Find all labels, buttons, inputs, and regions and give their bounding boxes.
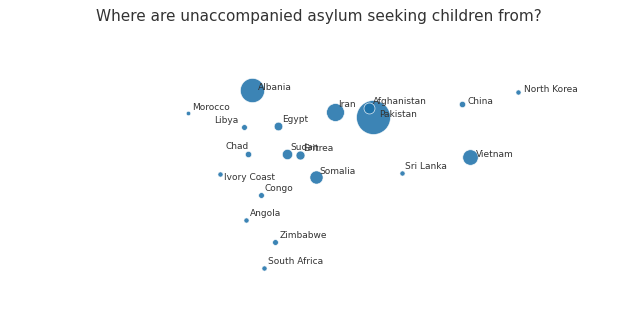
Point (294, 152, 304, 157)
Text: Eritrea: Eritrea (303, 144, 334, 153)
Point (465, 155, 475, 160)
Point (247, 87, 257, 92)
Point (368, 114, 378, 119)
Point (513, 90, 523, 95)
Text: South Africa: South Africa (268, 257, 323, 266)
Text: Vietnam: Vietnam (476, 150, 514, 159)
Text: Albania: Albania (257, 83, 292, 92)
Text: Afghanistan: Afghanistan (373, 97, 427, 106)
Point (183, 111, 194, 116)
Text: Angola: Angola (250, 209, 281, 218)
Text: North Korea: North Korea (524, 85, 578, 94)
Text: China: China (468, 97, 494, 106)
Point (397, 170, 407, 175)
Point (259, 266, 269, 271)
Point (329, 109, 340, 114)
Text: Iran: Iran (338, 100, 356, 109)
Text: Where are unaccompanied asylum seeking children from?: Where are unaccompanied asylum seeking c… (96, 9, 541, 24)
Text: Libya: Libya (215, 116, 239, 125)
Text: Zimbabwe: Zimbabwe (279, 231, 327, 240)
Point (270, 239, 280, 244)
Text: Somalia: Somalia (320, 166, 356, 175)
Point (364, 106, 375, 111)
Point (273, 123, 283, 128)
Point (243, 151, 253, 156)
Point (256, 192, 266, 197)
Text: Chad: Chad (225, 142, 249, 151)
Point (215, 171, 225, 176)
Point (457, 102, 467, 107)
Text: Morocco: Morocco (192, 103, 230, 112)
Text: Pakistan: Pakistan (380, 110, 417, 119)
Text: Sri Lanka: Sri Lanka (405, 162, 447, 171)
Text: Sudan: Sudan (291, 143, 319, 152)
Point (239, 125, 249, 130)
Text: Egypt: Egypt (282, 115, 308, 124)
Point (282, 151, 292, 156)
Point (241, 218, 251, 223)
Point (311, 175, 321, 180)
Text: Congo: Congo (265, 184, 294, 193)
Text: Ivory Coast: Ivory Coast (224, 173, 275, 182)
